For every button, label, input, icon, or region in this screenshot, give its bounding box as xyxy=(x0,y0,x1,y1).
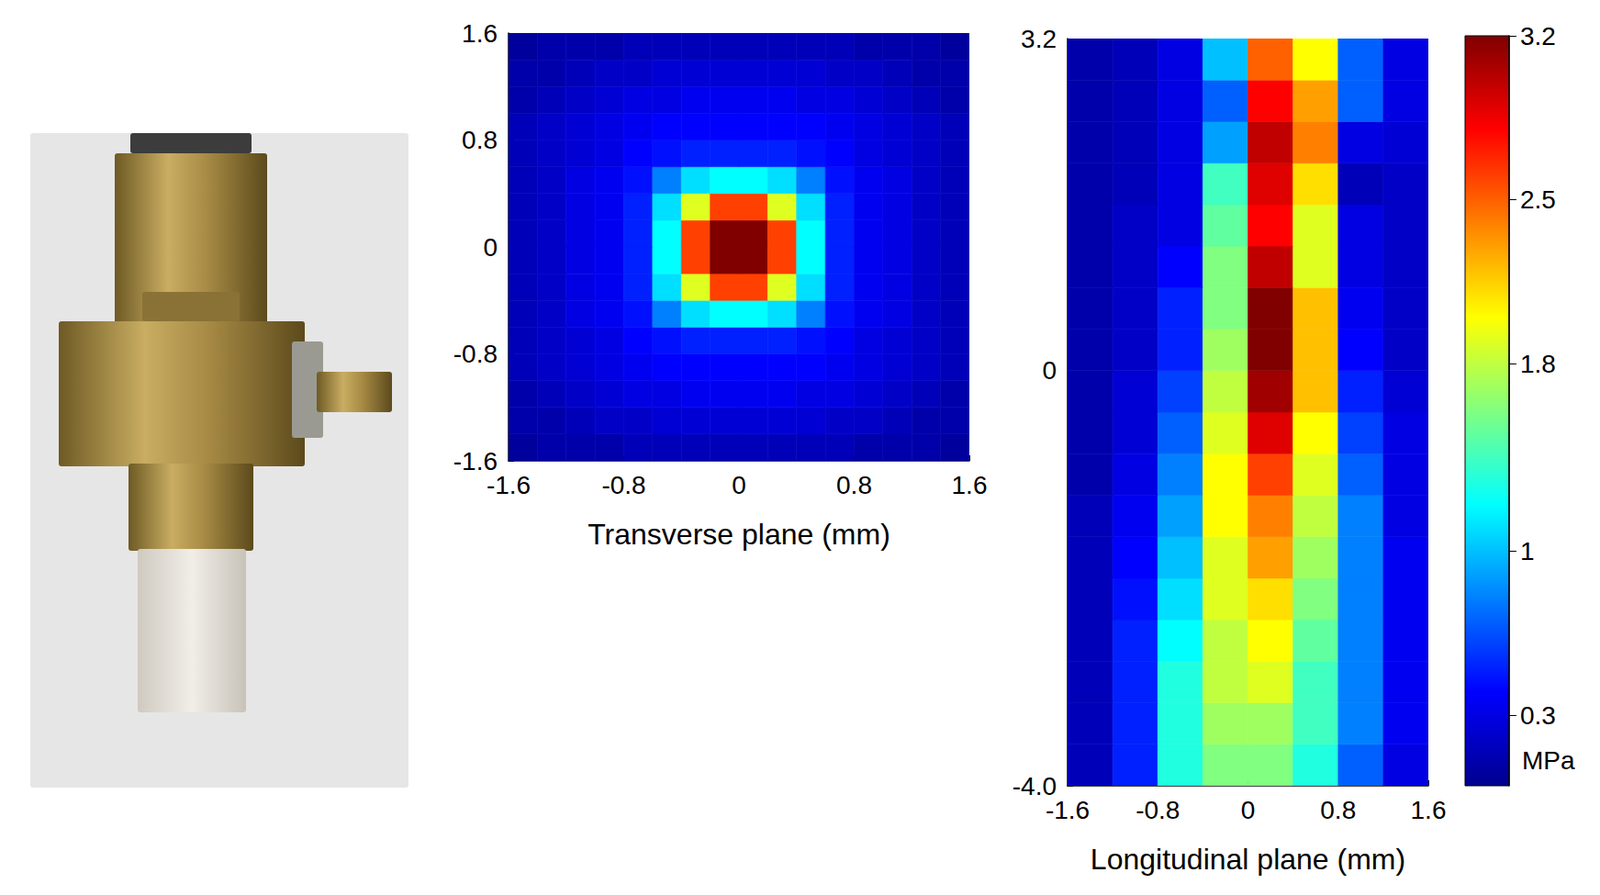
svg-text:1.8: 1.8 xyxy=(1520,349,1556,379)
svg-text:0.8: 0.8 xyxy=(1320,795,1356,825)
svg-text:3.2: 3.2 xyxy=(1020,24,1057,54)
svg-text:0.8: 0.8 xyxy=(461,125,498,155)
svg-text:2.5: 2.5 xyxy=(1520,185,1556,214)
svg-text:1: 1 xyxy=(1520,537,1535,566)
svg-text:Longitudinal plane (mm): Longitudinal plane (mm) xyxy=(1090,842,1406,876)
svg-text:-0.8: -0.8 xyxy=(601,470,646,500)
svg-text:-0.8: -0.8 xyxy=(453,339,498,369)
svg-text:Transverse plane (mm): Transverse plane (mm) xyxy=(587,517,891,551)
svg-text:0: 0 xyxy=(482,233,498,262)
svg-text:0: 0 xyxy=(1041,356,1057,385)
svg-text:-1.6: -1.6 xyxy=(1045,795,1090,825)
svg-text:3.2: 3.2 xyxy=(1520,22,1556,51)
svg-text:0: 0 xyxy=(731,470,747,500)
svg-text:0: 0 xyxy=(1241,795,1256,825)
svg-text:-0.8: -0.8 xyxy=(1135,795,1180,825)
svg-text:0.8: 0.8 xyxy=(836,470,873,500)
svg-text:1.6: 1.6 xyxy=(461,19,498,48)
svg-text:1.6: 1.6 xyxy=(951,470,988,500)
svg-text:1.6: 1.6 xyxy=(1410,795,1447,825)
svg-text:MPa: MPa xyxy=(1521,746,1576,775)
svg-text:0.3: 0.3 xyxy=(1520,701,1556,730)
svg-text:-4.0: -4.0 xyxy=(1012,771,1057,800)
svg-text:-1.6: -1.6 xyxy=(486,470,531,500)
svg-text:-1.6: -1.6 xyxy=(453,446,498,476)
